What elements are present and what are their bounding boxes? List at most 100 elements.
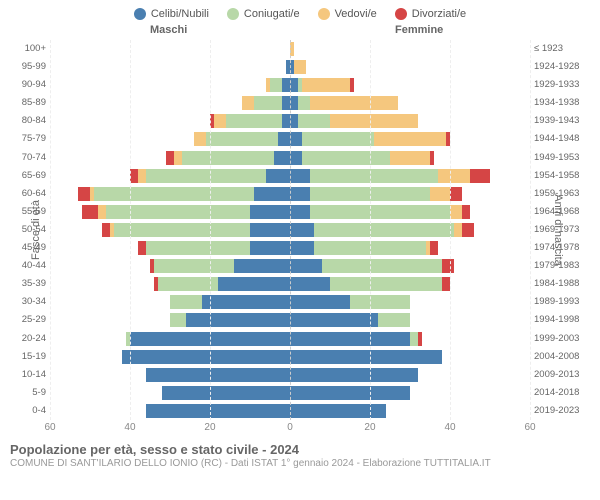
- bar-segment: [250, 241, 290, 255]
- birth-label: 2014-2018: [534, 387, 592, 398]
- bar-female: [290, 169, 490, 183]
- legend-dot: [227, 8, 239, 20]
- bar-segment: [462, 223, 474, 237]
- bar-segment: [322, 259, 442, 273]
- bar-segment: [82, 205, 98, 219]
- bar-segment: [138, 241, 146, 255]
- bar-female: [290, 368, 418, 382]
- bar-female: [290, 259, 454, 273]
- bar-segment: [302, 151, 390, 165]
- bar-segment: [470, 169, 490, 183]
- bar-female: [290, 313, 410, 327]
- bar-segment: [290, 114, 298, 128]
- bar-segment: [278, 132, 290, 146]
- bar-segment: [430, 187, 450, 201]
- bar-segment: [282, 114, 290, 128]
- bar-segment: [442, 277, 450, 291]
- bar-segment: [290, 223, 314, 237]
- bar-segment: [290, 205, 310, 219]
- bar-female: [290, 295, 410, 309]
- bar-segment: [430, 151, 434, 165]
- age-label: 10-14: [8, 369, 46, 380]
- bar-segment: [182, 151, 274, 165]
- age-label: 55-59: [8, 206, 46, 217]
- bar-segment: [310, 96, 398, 110]
- bar-male: [170, 313, 290, 327]
- bar-segment: [282, 78, 290, 92]
- bar-segment: [146, 404, 290, 418]
- x-tick: 20: [204, 422, 215, 433]
- birth-label: ≤ 1923: [534, 43, 592, 54]
- bar-segment: [302, 78, 350, 92]
- bar-segment: [290, 132, 302, 146]
- bar-segment: [202, 295, 290, 309]
- legend-dot: [134, 8, 146, 20]
- birth-label: 1979-1983: [534, 260, 592, 271]
- bar-female: [290, 60, 306, 74]
- birth-label: 1959-1963: [534, 188, 592, 199]
- birth-label: 1924-1928: [534, 61, 592, 72]
- bar-segment: [378, 313, 410, 327]
- birth-label: 2019-2023: [534, 405, 592, 416]
- bar-segment: [146, 169, 266, 183]
- bar-segment: [290, 295, 350, 309]
- age-label: 20-24: [8, 333, 46, 344]
- bar-segment: [290, 151, 302, 165]
- bar-segment: [250, 223, 290, 237]
- bar-segment: [234, 259, 290, 273]
- birth-label: 1999-2003: [534, 333, 592, 344]
- bar-segment: [170, 313, 186, 327]
- bar-segment: [290, 368, 418, 382]
- birth-label: 1989-1993: [534, 296, 592, 307]
- bar-female: [290, 96, 398, 110]
- age-label: 100+: [8, 43, 46, 54]
- birth-label: 1934-1938: [534, 97, 592, 108]
- bar-segment: [214, 114, 226, 128]
- birth-label: 1939-1943: [534, 115, 592, 126]
- bar-segment: [310, 169, 438, 183]
- grid-line: [50, 40, 51, 420]
- age-label: 75-79: [8, 133, 46, 144]
- birth-label: 2004-2008: [534, 351, 592, 362]
- bar-male: [162, 386, 290, 400]
- bar-segment: [114, 223, 250, 237]
- bar-segment: [194, 132, 206, 146]
- legend-item: Celibi/Nubili: [134, 8, 209, 20]
- bar-male: [78, 187, 290, 201]
- legend: Celibi/NubiliConiugati/eVedovi/eDivorzia…: [0, 0, 600, 24]
- bar-segment: [138, 169, 146, 183]
- header-female: Femmine: [395, 24, 443, 36]
- bar-segment: [290, 78, 298, 92]
- age-label: 40-44: [8, 260, 46, 271]
- bar-female: [290, 241, 438, 255]
- bar-female: [290, 187, 462, 201]
- legend-item: Coniugati/e: [227, 8, 300, 20]
- bar-segment: [290, 259, 322, 273]
- bar-female: [290, 386, 410, 400]
- birth-label: 1929-1933: [534, 79, 592, 90]
- x-tick: 60: [524, 422, 535, 433]
- age-label: 80-84: [8, 115, 46, 126]
- bar-segment: [186, 313, 290, 327]
- bar-segment: [106, 205, 250, 219]
- age-label: 45-49: [8, 242, 46, 253]
- bar-male: [242, 96, 290, 110]
- bar-segment: [130, 169, 138, 183]
- bar-female: [290, 114, 418, 128]
- age-label: 50-54: [8, 224, 46, 235]
- legend-label: Divorziati/e: [412, 8, 466, 20]
- bar-segment: [314, 223, 454, 237]
- bar-segment: [162, 386, 290, 400]
- birth-label: 1949-1953: [534, 152, 592, 163]
- bar-segment: [430, 241, 438, 255]
- bar-male: [146, 368, 290, 382]
- bar-segment: [290, 96, 298, 110]
- bar-segment: [390, 151, 430, 165]
- bar-segment: [274, 151, 290, 165]
- age-label: 30-34: [8, 296, 46, 307]
- bar-segment: [290, 241, 314, 255]
- legend-dot: [318, 8, 330, 20]
- birth-label: 1969-1973: [534, 224, 592, 235]
- bar-female: [290, 350, 442, 364]
- bar-segment: [78, 187, 90, 201]
